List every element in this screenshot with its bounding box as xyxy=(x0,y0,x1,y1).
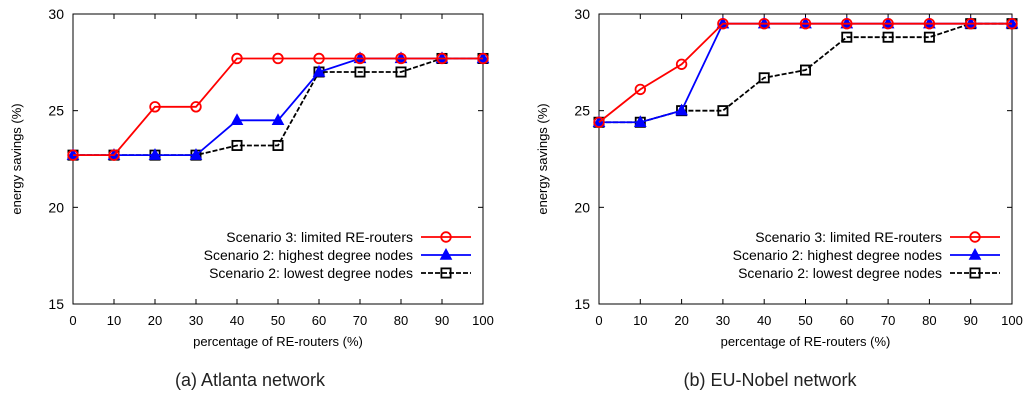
x-tick-label: 70 xyxy=(881,313,895,328)
data-point xyxy=(312,64,326,77)
x-tick-label: 30 xyxy=(716,313,730,328)
data-point xyxy=(675,103,688,116)
data-point xyxy=(230,113,244,126)
caption-eu-nobel: (b) EU-Nobel network xyxy=(683,370,857,390)
x-axis-label: percentage of RE-routers (%) xyxy=(193,334,363,349)
data-point xyxy=(717,105,729,117)
y-tick-label: 15 xyxy=(48,296,64,312)
chart-atlanta: 0 10 20 30 40 50 60 70 80 90 100 15 20 25 30 percentage… xyxy=(9,6,494,349)
data-point xyxy=(717,17,729,30)
data-point xyxy=(799,17,812,30)
data-point xyxy=(271,113,285,126)
legend-label: Scenario 2: lowest degree nodes xyxy=(738,265,942,281)
series-line xyxy=(73,57,483,157)
x-axis-label: percentage of RE-routers (%) xyxy=(721,334,891,349)
x-tick-label: 20 xyxy=(148,313,162,328)
legend-marker xyxy=(440,267,452,279)
y-tick-label: 20 xyxy=(48,199,64,215)
data-point xyxy=(354,66,366,78)
chart-eu-nobel: 0 10 20 30 40 50 60 70 80 90 100 15 20 25 30 percentage… xyxy=(535,6,1023,349)
data-point xyxy=(395,66,407,78)
data-point xyxy=(965,17,977,30)
data-point xyxy=(231,139,243,151)
legend-marker xyxy=(969,231,981,243)
legend-marker xyxy=(969,267,981,279)
data-point xyxy=(593,116,605,128)
series-line xyxy=(599,22,1012,124)
x-tick-label: 70 xyxy=(353,313,367,328)
series-line xyxy=(73,57,483,157)
x-tick-label: 40 xyxy=(230,313,244,328)
data-point xyxy=(633,115,647,127)
y-tick-label: 25 xyxy=(574,103,590,119)
data-point xyxy=(148,148,162,160)
data-point xyxy=(395,52,407,65)
x-tick-label: 80 xyxy=(922,313,936,328)
data-point xyxy=(758,72,770,84)
y-tick-label: 30 xyxy=(574,6,590,22)
x-tick-label: 10 xyxy=(107,313,121,328)
data-point xyxy=(800,64,812,76)
data-point xyxy=(477,52,489,65)
data-point xyxy=(675,58,688,70)
x-tick-label: 80 xyxy=(394,313,408,328)
x-tick-label: 100 xyxy=(1001,313,1023,328)
x-tick-label: 90 xyxy=(435,313,449,328)
data-point xyxy=(1006,17,1018,30)
data-point xyxy=(190,101,202,113)
legend-label: Scenario 3: limited RE-routers xyxy=(755,229,942,245)
y-tick-label: 20 xyxy=(574,199,590,215)
x-tick-label: 100 xyxy=(472,313,494,328)
x-tick-label: 90 xyxy=(963,313,977,328)
data-point xyxy=(67,149,79,161)
legend-marker xyxy=(968,247,982,260)
x-tick-label: 50 xyxy=(798,313,812,328)
data-point xyxy=(923,31,935,43)
legend-label: Scenario 2: highest degree nodes xyxy=(204,247,413,263)
x-tick-label: 50 xyxy=(271,313,285,328)
data-point xyxy=(313,52,325,65)
data-point xyxy=(108,149,120,161)
legend-marker xyxy=(440,231,452,243)
data-point xyxy=(923,17,936,30)
y-tick-label: 15 xyxy=(574,296,590,312)
y-axis-label: energy savings (%) xyxy=(535,103,550,214)
data-point xyxy=(841,31,853,43)
x-tick-label: 10 xyxy=(633,313,647,328)
series-line xyxy=(598,22,1012,123)
data-point xyxy=(436,52,448,65)
data-point xyxy=(354,52,366,65)
x-tick-label: 20 xyxy=(674,313,688,328)
caption-atlanta: (a) Atlanta network xyxy=(174,370,326,390)
x-tick-label: 60 xyxy=(840,313,854,328)
legend-marker xyxy=(439,247,453,260)
data-point xyxy=(272,139,284,151)
legend-label: Scenario 3: limited RE-routers xyxy=(226,229,413,245)
y-tick-label: 30 xyxy=(48,6,64,22)
data-point xyxy=(634,83,647,96)
data-point xyxy=(841,17,853,30)
series-line xyxy=(599,22,1012,124)
data-point xyxy=(882,31,894,43)
data-point xyxy=(231,52,243,65)
x-tick-label: 0 xyxy=(69,313,76,328)
data-point xyxy=(758,17,770,30)
data-point xyxy=(882,17,894,30)
legend-label: Scenario 2: lowest degree nodes xyxy=(209,265,413,281)
y-tick-label: 25 xyxy=(48,103,64,119)
legend-label: Scenario 2: highest degree nodes xyxy=(733,247,942,263)
data-point xyxy=(272,52,284,65)
data-point xyxy=(149,101,161,113)
data-point xyxy=(189,148,203,160)
x-tick-label: 30 xyxy=(189,313,203,328)
x-tick-label: 40 xyxy=(757,313,771,328)
x-tick-label: 60 xyxy=(312,313,326,328)
y-axis-label: energy savings (%) xyxy=(9,103,24,214)
x-tick-label: 0 xyxy=(595,313,602,328)
